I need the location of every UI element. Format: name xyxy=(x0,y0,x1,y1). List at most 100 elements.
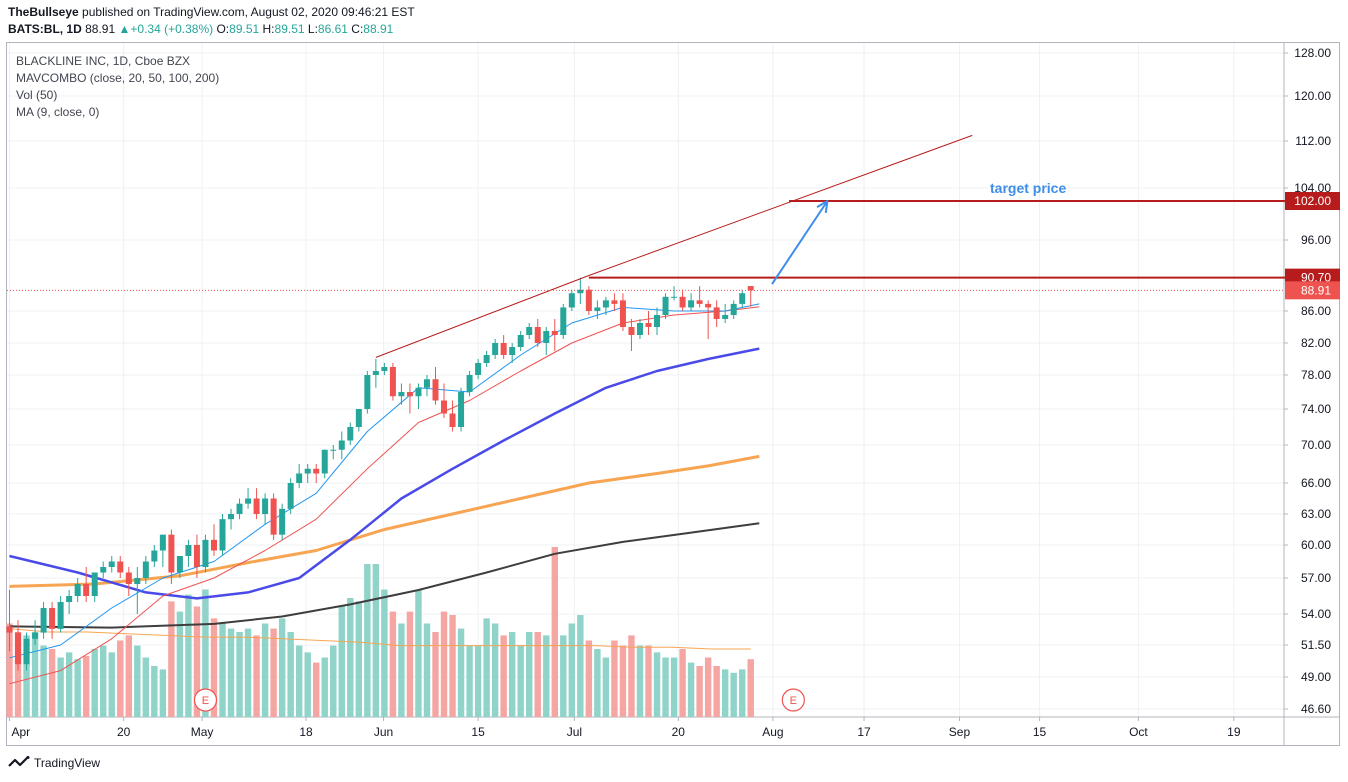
earnings-marker: E xyxy=(193,688,218,712)
time-axis: Apr 20 May 18 Jun 15 Jul 20 Aug 17 Sep 15 Oct 19 xyxy=(9,717,1241,739)
candle-body xyxy=(253,498,260,514)
volume-bar xyxy=(185,594,192,717)
volume-bar xyxy=(432,632,439,717)
price-axis: 128.00 120.00 112.00 104.00 96.00 86.00 82.00 7… xyxy=(1284,46,1331,716)
volume-bar xyxy=(65,652,73,717)
y-tick-label: 66.00 xyxy=(1301,476,1331,490)
candle-body xyxy=(509,347,516,355)
ma50-line xyxy=(9,347,760,600)
price-axis-label: 88.91 xyxy=(1285,281,1340,300)
high-label: H: xyxy=(262,22,275,36)
candle-body xyxy=(645,323,652,327)
study-legend: BLACKLINE INC, 1D, Cboe BZX MAVCOMBO (cl… xyxy=(16,53,219,121)
volume-bars xyxy=(6,547,754,717)
candle-body xyxy=(66,596,73,602)
earnings-circle xyxy=(781,688,805,712)
volume-bar xyxy=(244,628,252,717)
open-label: O: xyxy=(216,22,230,36)
tradingview-logo[interactable]: TradingView xyxy=(8,756,100,770)
price-label-text: 90.70 xyxy=(1301,271,1331,285)
legend-ma9[interactable]: MA (9, close, 0) xyxy=(16,105,100,119)
y-tick-label: 96.00 xyxy=(1301,233,1331,247)
volume-bar xyxy=(287,632,294,717)
candle-body xyxy=(304,468,311,474)
volume-bar xyxy=(398,623,405,717)
volume-bar xyxy=(602,657,610,717)
legend-volume[interactable]: Vol (50) xyxy=(16,88,58,102)
author-name[interactable]: TheBullseye xyxy=(8,5,79,19)
candle-body xyxy=(57,602,64,629)
volume-bar xyxy=(142,657,150,717)
channel-line xyxy=(375,275,590,358)
volume-bar xyxy=(372,564,380,717)
legend-title[interactable]: BLACKLINE INC, 1D, Cboe BZX xyxy=(16,54,191,68)
candles xyxy=(6,277,754,671)
candle-body xyxy=(296,473,303,483)
chart-header: TheBullseye published on TradingView.com… xyxy=(0,0,1348,40)
candle-body xyxy=(713,307,720,319)
candle-body xyxy=(500,343,507,355)
candle-body xyxy=(6,626,13,633)
price-axis-label: 102.00 xyxy=(1285,192,1340,210)
volume-bar xyxy=(304,652,311,717)
volume-bar xyxy=(508,632,516,717)
volume-bar xyxy=(168,601,175,717)
y-tick-label: 104.00 xyxy=(1294,181,1331,195)
candle-body xyxy=(108,561,115,567)
volume-bar xyxy=(636,645,644,717)
volume-bar xyxy=(577,615,584,717)
y-tick-label: 128.00 xyxy=(1294,46,1331,60)
candle-body xyxy=(517,335,524,347)
volume-bar xyxy=(381,589,388,717)
candle-body xyxy=(551,331,558,335)
candle-body xyxy=(415,387,422,397)
symbol-label[interactable]: BATS:BL, 1D xyxy=(8,22,82,36)
up-triangle-icon: ▲ xyxy=(118,22,131,36)
candle-body xyxy=(381,367,388,371)
channel-line xyxy=(588,134,973,276)
volume-bar xyxy=(747,659,754,717)
publish-line: TheBullseye published on TradingView.com… xyxy=(8,5,415,19)
x-tick-label: 20 xyxy=(672,725,686,739)
volume-bar xyxy=(474,645,482,717)
x-tick-label: 18 xyxy=(299,725,313,739)
target-arrow xyxy=(771,200,829,285)
y-tick-label: 63.00 xyxy=(1301,507,1331,521)
candle-body xyxy=(262,498,269,514)
candle-body xyxy=(117,561,124,573)
x-tick-label: Jul xyxy=(567,725,582,739)
quote-line: BATS:BL, 1D 88.91 ▲+0.34 (+0.38%) O:89.5… xyxy=(8,22,393,36)
price-chart[interactable]: 128.00 120.00 112.00 104.00 96.00 86.00 82.00 7… xyxy=(0,0,1348,746)
volume-bar xyxy=(389,611,397,717)
candle-body xyxy=(83,584,90,596)
earnings-circle xyxy=(193,688,218,712)
candle-body xyxy=(730,303,737,315)
chart-frame[interactable] xyxy=(6,42,1340,746)
candle-body xyxy=(91,572,98,596)
candle-body xyxy=(636,323,643,335)
candle-body xyxy=(594,307,601,311)
footer: TradingView xyxy=(0,746,1348,782)
volume-bar xyxy=(704,657,712,717)
volume-bar xyxy=(14,632,22,717)
x-tick-label: 19 xyxy=(1227,725,1241,739)
x-tick-label: 15 xyxy=(1033,725,1047,739)
y-tick-label: 49.00 xyxy=(1301,670,1331,684)
target-price-label: target price xyxy=(990,180,1066,196)
volume-bar xyxy=(295,645,303,717)
candle-body xyxy=(372,371,379,375)
x-tick-label: 20 xyxy=(117,725,131,739)
candle-body xyxy=(228,514,235,520)
volume-bar xyxy=(57,657,64,717)
y-tick-label: 70.00 xyxy=(1301,438,1331,452)
volume-bar xyxy=(560,635,567,717)
volume-bar xyxy=(491,623,499,717)
candle-body xyxy=(15,632,22,665)
legend-mavcombo[interactable]: MAVCOMBO (close, 20, 50, 100, 200) xyxy=(16,71,220,85)
y-tick-label: 54.00 xyxy=(1301,607,1331,621)
candle-body xyxy=(688,300,695,308)
candle-body xyxy=(441,400,448,414)
volume-bar xyxy=(500,635,507,717)
candle-body xyxy=(628,327,635,335)
volume-bar xyxy=(108,652,115,717)
